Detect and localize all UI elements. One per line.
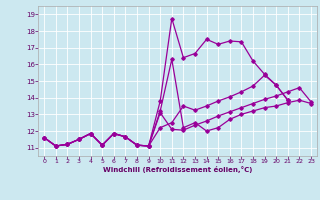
X-axis label: Windchill (Refroidissement éolien,°C): Windchill (Refroidissement éolien,°C) [103,166,252,173]
